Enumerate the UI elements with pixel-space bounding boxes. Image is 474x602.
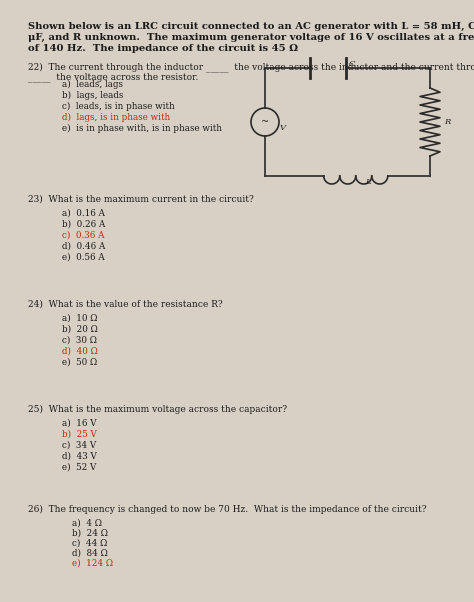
Text: L: L	[365, 178, 371, 186]
Text: 22)  The current through the inductor _____  the voltage across the inductor and: 22) The current through the inductor ___…	[28, 62, 474, 72]
Text: c)  leads, is in phase with: c) leads, is in phase with	[62, 102, 175, 111]
Text: _____  the voltage across the resistor.: _____ the voltage across the resistor.	[28, 72, 199, 82]
Text: c)  0.36 A: c) 0.36 A	[62, 231, 104, 240]
Text: C: C	[349, 60, 355, 68]
Text: R: R	[444, 118, 450, 126]
Text: e)  0.56 A: e) 0.56 A	[62, 253, 105, 262]
Text: b)  24 Ω: b) 24 Ω	[72, 529, 108, 538]
Text: b)  20 Ω: b) 20 Ω	[62, 325, 98, 334]
Text: e)  50 Ω: e) 50 Ω	[62, 358, 97, 367]
Text: c)  30 Ω: c) 30 Ω	[62, 336, 97, 345]
Text: d)  0.46 A: d) 0.46 A	[62, 242, 105, 251]
Text: e)  52 V: e) 52 V	[62, 463, 96, 472]
Text: e)  is in phase with, is in phase with: e) is in phase with, is in phase with	[62, 124, 222, 133]
Text: 25)  What is the maximum voltage across the capacitor?: 25) What is the maximum voltage across t…	[28, 405, 287, 414]
Text: a)  4 Ω: a) 4 Ω	[72, 519, 102, 528]
Text: d)  40 Ω: d) 40 Ω	[62, 347, 98, 356]
Text: b)  0.26 A: b) 0.26 A	[62, 220, 105, 229]
Text: d)  lags, is in phase with: d) lags, is in phase with	[62, 113, 170, 122]
Text: b)  lags, leads: b) lags, leads	[62, 91, 123, 100]
Text: 24)  What is the value of the resistance R?: 24) What is the value of the resistance …	[28, 300, 223, 309]
Text: a)  16 V: a) 16 V	[62, 419, 97, 428]
Text: d)  43 V: d) 43 V	[62, 452, 97, 461]
Text: of 140 Hz.  The impedance of the circuit is 45 Ω: of 140 Hz. The impedance of the circuit …	[28, 44, 298, 53]
Text: c)  34 V: c) 34 V	[62, 441, 96, 450]
Text: d)  84 Ω: d) 84 Ω	[72, 549, 108, 558]
Text: a)  10 Ω: a) 10 Ω	[62, 314, 98, 323]
Text: 23)  What is the maximum current in the circuit?: 23) What is the maximum current in the c…	[28, 195, 254, 204]
Text: a)  leads, lags: a) leads, lags	[62, 80, 123, 89]
Text: ~: ~	[261, 117, 269, 126]
Text: 26)  The frequency is changed to now be 70 Hz.  What is the impedance of the cir: 26) The frequency is changed to now be 7…	[28, 505, 427, 514]
Text: c)  44 Ω: c) 44 Ω	[72, 539, 108, 548]
Text: b)  25 V: b) 25 V	[62, 430, 97, 439]
Text: Shown below is an LRC circuit connected to an AC generator with L = 58 mH, C = 1: Shown below is an LRC circuit connected …	[28, 22, 474, 31]
Text: V: V	[280, 124, 286, 132]
Text: a)  0.16 A: a) 0.16 A	[62, 209, 105, 218]
Text: μF, and R unknown.  The maximum generator voltage of 16 V oscillates at a freque: μF, and R unknown. The maximum generator…	[28, 33, 474, 42]
Text: e)  124 Ω: e) 124 Ω	[72, 559, 113, 568]
